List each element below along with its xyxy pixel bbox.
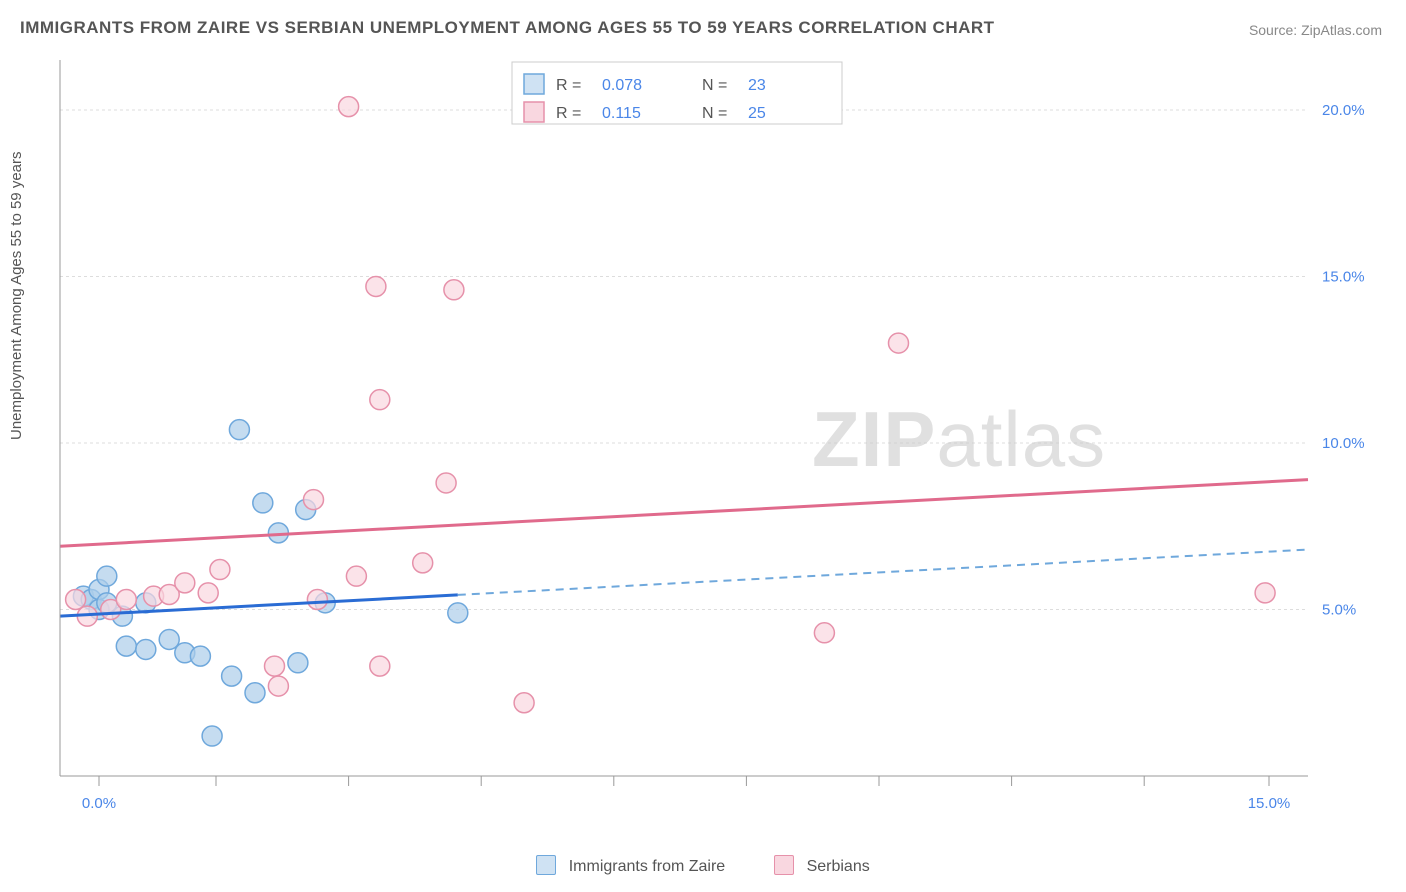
legend-swatch — [524, 102, 544, 122]
scatter-plot: ZIPatlas 5.0% 10.0% 15.0% 20.0% 0.0% 15.0% R … — [52, 56, 1382, 826]
legend-r-value: 0.115 — [602, 105, 641, 122]
data-point — [190, 646, 210, 666]
data-point — [136, 639, 156, 659]
data-point — [229, 420, 249, 440]
legend-n-value: 23 — [748, 77, 766, 94]
data-point — [175, 573, 195, 593]
data-point — [97, 566, 117, 586]
svg-text:15.0%: 15.0% — [1322, 268, 1365, 285]
legend-swatch-serbians — [774, 855, 794, 875]
legend-n-label: N = — [702, 77, 727, 94]
legend-label-serbians: Serbians — [807, 858, 870, 875]
svg-text:5.0%: 5.0% — [1322, 601, 1356, 618]
legend-bottom: Immigrants from Zaire Serbians — [0, 855, 1406, 876]
data-point — [265, 656, 285, 676]
data-point — [370, 390, 390, 410]
source-attribution: Source: ZipAtlas.com — [1249, 22, 1382, 38]
legend-label-zaire: Immigrants from Zaire — [569, 858, 725, 875]
data-point — [339, 97, 359, 117]
data-point — [413, 553, 433, 573]
svg-text:0.0%: 0.0% — [82, 795, 116, 812]
data-point — [202, 726, 222, 746]
y-axis-label: Unemployment Among Ages 55 to 59 years — [8, 151, 25, 440]
data-point — [288, 653, 308, 673]
data-point — [448, 603, 468, 623]
data-point — [116, 636, 136, 656]
data-point — [116, 589, 136, 609]
watermark: ZIPatlas — [812, 395, 1106, 483]
data-point — [436, 473, 456, 493]
legend-n-value: 25 — [748, 105, 766, 122]
data-point — [444, 280, 464, 300]
data-point — [889, 333, 909, 353]
data-point — [1255, 583, 1275, 603]
data-point — [245, 683, 265, 703]
data-point — [222, 666, 242, 686]
svg-text:20.0%: 20.0% — [1322, 102, 1365, 119]
data-point — [366, 276, 386, 296]
legend-swatch — [524, 74, 544, 94]
data-point — [268, 676, 288, 696]
data-point — [814, 623, 834, 643]
legend-r-label: R = — [556, 105, 581, 122]
legend-r-label: R = — [556, 77, 581, 94]
data-point — [346, 566, 366, 586]
data-point — [210, 560, 230, 580]
legend-swatch-zaire — [536, 855, 556, 875]
svg-text:15.0%: 15.0% — [1248, 795, 1291, 812]
data-point — [514, 693, 534, 713]
chart-title: IMMIGRANTS FROM ZAIRE VS SERBIAN UNEMPLO… — [20, 18, 995, 38]
legend-r-value: 0.078 — [602, 77, 642, 94]
data-point — [198, 583, 218, 603]
trend-line-serbians — [60, 480, 1308, 547]
svg-text:10.0%: 10.0% — [1322, 435, 1365, 452]
trend-line-zaire-extrapolated — [458, 550, 1308, 595]
data-point — [253, 493, 273, 513]
data-point — [304, 490, 324, 510]
data-point — [370, 656, 390, 676]
legend-n-label: N = — [702, 105, 727, 122]
data-point — [307, 589, 327, 609]
